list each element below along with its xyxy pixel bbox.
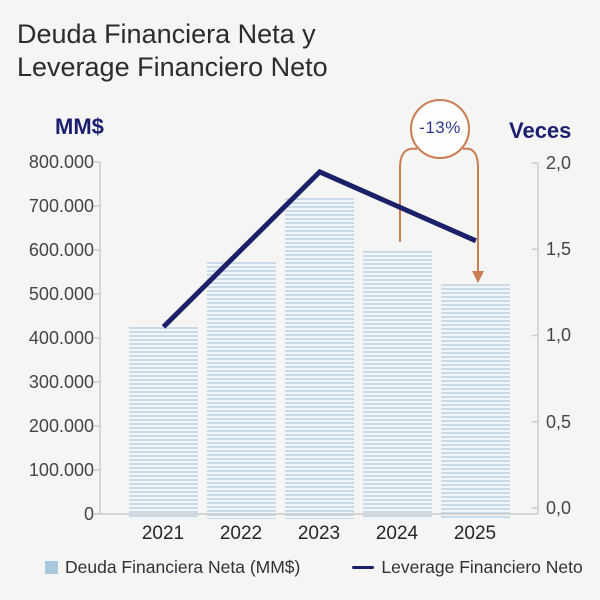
y-axis-tick-label: 300.000 [28,372,94,392]
x-axis-label-2022: 2022 [219,523,263,544]
y-axis-tick-label: 1,5 [546,239,572,259]
y-axis-tick-label: 1,0 [546,325,572,345]
y-axis-tick-label: 0,0 [546,498,572,518]
y-axis-tick-label: 100.000 [28,460,94,480]
y-axis-tick-label: 500.000 [28,284,94,304]
bar-2025 [441,283,511,519]
y-axis-tick-label: 600.000 [28,240,94,260]
bar-2023 [285,197,355,519]
legend-item-leverage: Leverage Financiero Neto [352,557,583,578]
legend-item-debt: Deuda Financiera Neta (MM$) [45,557,300,578]
chart-title-line1: Deuda Financiera Neta y [17,19,316,49]
legend-bar-swatch-icon [45,561,58,574]
legend: Deuda Financiera Neta (MM$) Leverage Fin… [45,557,583,578]
x-axis-label-2025: 2025 [453,523,497,544]
chart-title-line2: Leverage Financiero Neto [17,52,328,82]
left-axis-title: MM$ [55,114,104,139]
y-axis-tick-label: 800.000 [28,152,94,172]
legend-line-swatch-icon [352,566,375,569]
y-axis-tick-label: 0 [83,504,94,524]
x-axis-label-2024: 2024 [375,523,419,544]
legend-label-debt: Deuda Financiera Neta (MM$) [65,557,301,577]
bar-2024 [363,250,433,519]
x-axis-label-2021: 2021 [141,523,185,544]
y-axis-tick-label: 2,0 [546,153,572,173]
y-axis-tick-label: 700.000 [28,196,94,216]
annotation-label: -13% [419,118,461,137]
right-axis-title: Veces [509,118,572,143]
legend-label-leverage: Leverage Financiero Neto [381,557,583,577]
y-axis-tick-label: 0,5 [546,412,572,432]
bar-2021 [129,327,198,519]
x-axis-label-2023: 2023 [297,523,341,544]
y-axis-tick-label: 400.000 [28,328,94,348]
y-axis-tick-label: 200.000 [28,416,94,436]
chart-title: Deuda Financiera Neta y Leverage Financi… [17,18,328,84]
bar-2022 [207,261,277,519]
